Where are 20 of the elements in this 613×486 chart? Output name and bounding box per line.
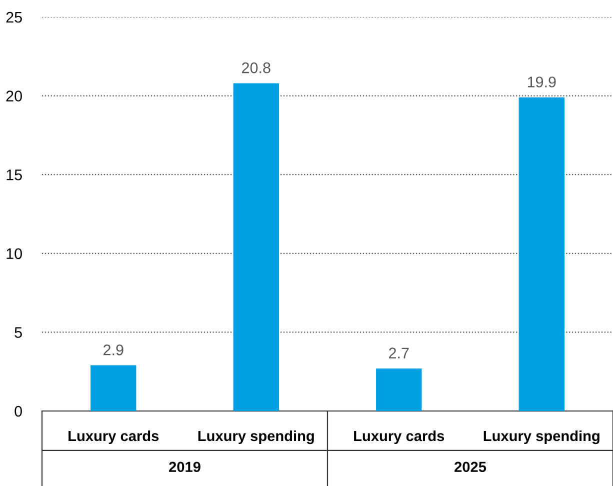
text: 2019 (169, 462, 200, 472)
y-tick-label: 25 (6, 12, 22, 23)
x-tick-label: Luxury cards (354, 430, 444, 444)
text: 2025 (454, 462, 486, 472)
y-tick-label: 5 (14, 327, 22, 338)
data-label: 2.9 (104, 344, 124, 356)
bar (233, 83, 279, 411)
bar (90, 365, 136, 411)
data-label: 2.7 (389, 348, 409, 358)
data-label: 19.9 (528, 76, 556, 88)
y-tick-label: 15 (6, 170, 22, 180)
x-tick-label: Luxury cards (68, 430, 159, 444)
y-tick-label: 0 (14, 406, 22, 417)
y-tick-label: 10 (6, 248, 22, 260)
bar (376, 368, 422, 411)
bar (518, 97, 564, 411)
x-tick-label: Luxury spending (198, 430, 314, 444)
data-label: 20.8 (242, 62, 270, 74)
x-tick-label: Luxury spending (484, 430, 600, 444)
y-tick-label: 20 (6, 90, 22, 102)
